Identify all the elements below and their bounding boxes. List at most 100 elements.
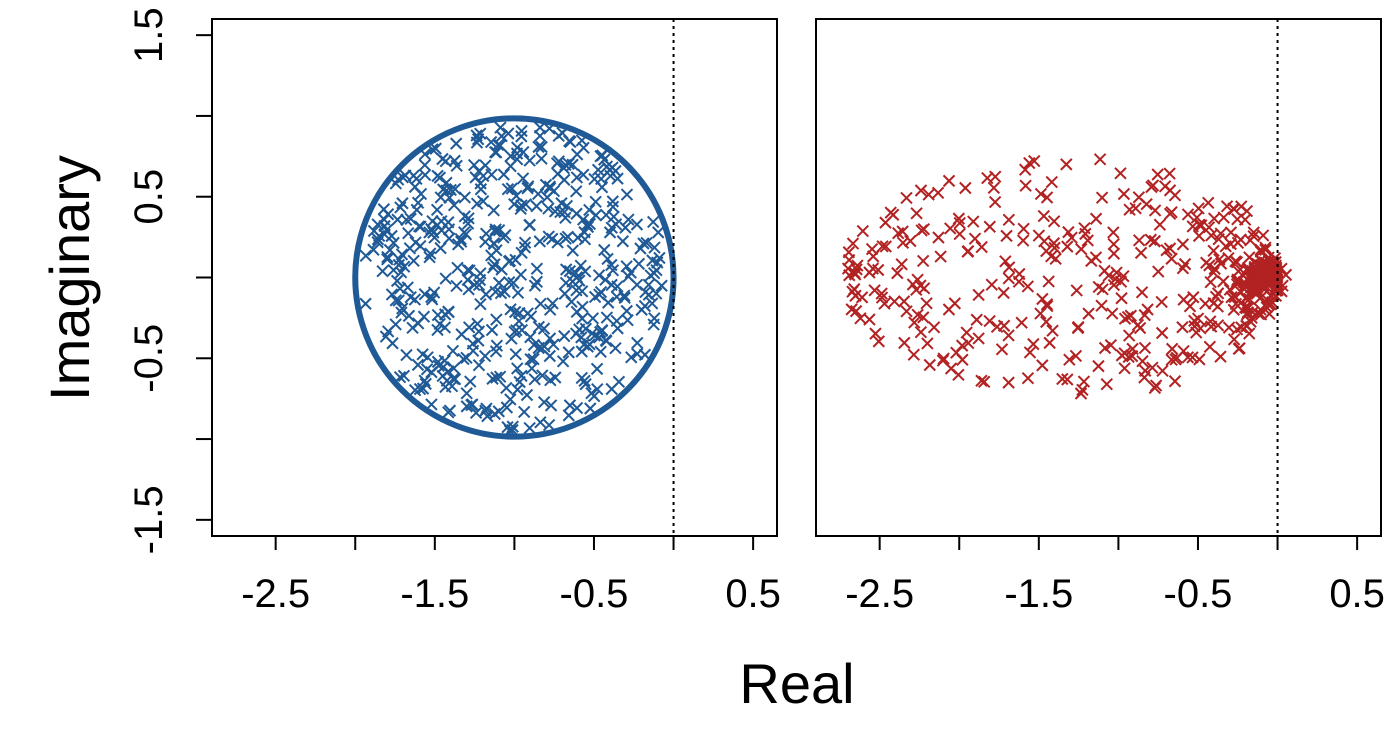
data-point — [493, 370, 507, 383]
data-point — [1176, 238, 1190, 251]
data-point — [511, 383, 524, 396]
right-x-axis: -2.5 -1.5 -0.5 0.5 — [845, 536, 1385, 616]
data-point — [423, 250, 436, 264]
data-point — [1100, 377, 1113, 391]
data-point — [1187, 291, 1200, 304]
data-point — [981, 171, 994, 185]
data-point — [632, 257, 646, 271]
data-point — [1240, 319, 1253, 333]
data-point — [1019, 179, 1032, 192]
data-point — [1002, 261, 1016, 274]
data-point — [455, 328, 468, 341]
data-point — [509, 347, 522, 361]
data-point — [1118, 347, 1131, 360]
data-point — [371, 218, 384, 231]
data-point — [566, 244, 579, 257]
data-point — [1078, 222, 1091, 235]
data-point — [1040, 298, 1054, 311]
data-point — [485, 323, 499, 337]
data-point — [845, 303, 858, 316]
data-point — [521, 307, 534, 320]
data-point — [896, 236, 910, 250]
data-point — [519, 198, 533, 211]
data-point — [1214, 257, 1228, 270]
data-point — [983, 220, 996, 233]
data-point — [536, 369, 549, 382]
data-point — [1155, 326, 1169, 340]
data-point — [1141, 303, 1154, 316]
data-point — [600, 311, 614, 324]
data-point — [1125, 349, 1139, 363]
data-point — [967, 215, 980, 228]
data-point — [1034, 187, 1048, 201]
data-point — [578, 233, 592, 246]
data-point — [408, 293, 422, 306]
data-point — [1122, 329, 1136, 342]
data-point — [510, 147, 524, 160]
data-point — [543, 303, 557, 316]
data-point — [490, 313, 503, 326]
data-point — [377, 203, 391, 216]
data-point — [975, 374, 988, 387]
data-point — [575, 371, 588, 385]
data-point — [652, 226, 665, 239]
data-point — [505, 332, 518, 345]
data-point — [1192, 202, 1205, 215]
data-point — [1211, 319, 1225, 332]
data-point — [917, 282, 931, 295]
data-point — [655, 279, 668, 292]
data-point — [585, 386, 598, 400]
data-point — [583, 217, 597, 231]
data-point — [970, 313, 983, 326]
data-point — [1075, 242, 1088, 256]
data-point — [451, 261, 464, 275]
data-point — [1102, 269, 1115, 282]
data-point — [1095, 191, 1109, 204]
data-point — [486, 372, 499, 385]
data-point — [1153, 218, 1167, 231]
left-x-axis: -2.5 -1.5 -0.5 0.5 — [241, 536, 781, 616]
data-point — [561, 230, 575, 244]
data-point — [910, 207, 923, 220]
data-point — [535, 152, 548, 165]
data-point — [551, 236, 564, 249]
data-point — [492, 405, 505, 418]
data-point — [842, 246, 856, 259]
data-point — [1065, 231, 1078, 244]
data-point — [457, 352, 470, 366]
data-point — [527, 338, 541, 352]
data-point — [508, 305, 522, 319]
data-point — [1205, 229, 1218, 242]
data-point — [1247, 226, 1260, 239]
data-point — [1207, 244, 1220, 258]
data-point — [908, 316, 921, 329]
data-point — [1148, 381, 1162, 395]
data-point — [975, 240, 988, 254]
data-point — [542, 230, 555, 243]
data-point — [891, 266, 904, 280]
data-point — [972, 288, 985, 302]
data-point — [605, 258, 618, 272]
data-point — [470, 136, 484, 149]
data-point — [1146, 179, 1160, 192]
data-point — [895, 258, 908, 271]
data-point — [1243, 327, 1256, 340]
data-point — [1204, 276, 1217, 289]
data-point — [451, 238, 465, 251]
data-point — [1177, 293, 1190, 306]
data-point — [1017, 222, 1030, 235]
data-point — [413, 382, 427, 396]
data-point — [1254, 308, 1268, 321]
data-point — [1207, 212, 1221, 225]
data-point — [1096, 283, 1109, 296]
data-point — [504, 160, 517, 173]
data-point — [620, 188, 634, 201]
data-point — [646, 254, 659, 267]
data-point — [950, 346, 963, 359]
data-point — [394, 266, 408, 279]
data-point — [562, 346, 575, 359]
data-point — [1118, 312, 1132, 325]
data-point — [524, 330, 537, 344]
x-tick-label: 0.5 — [1329, 572, 1385, 616]
data-point — [600, 334, 613, 348]
